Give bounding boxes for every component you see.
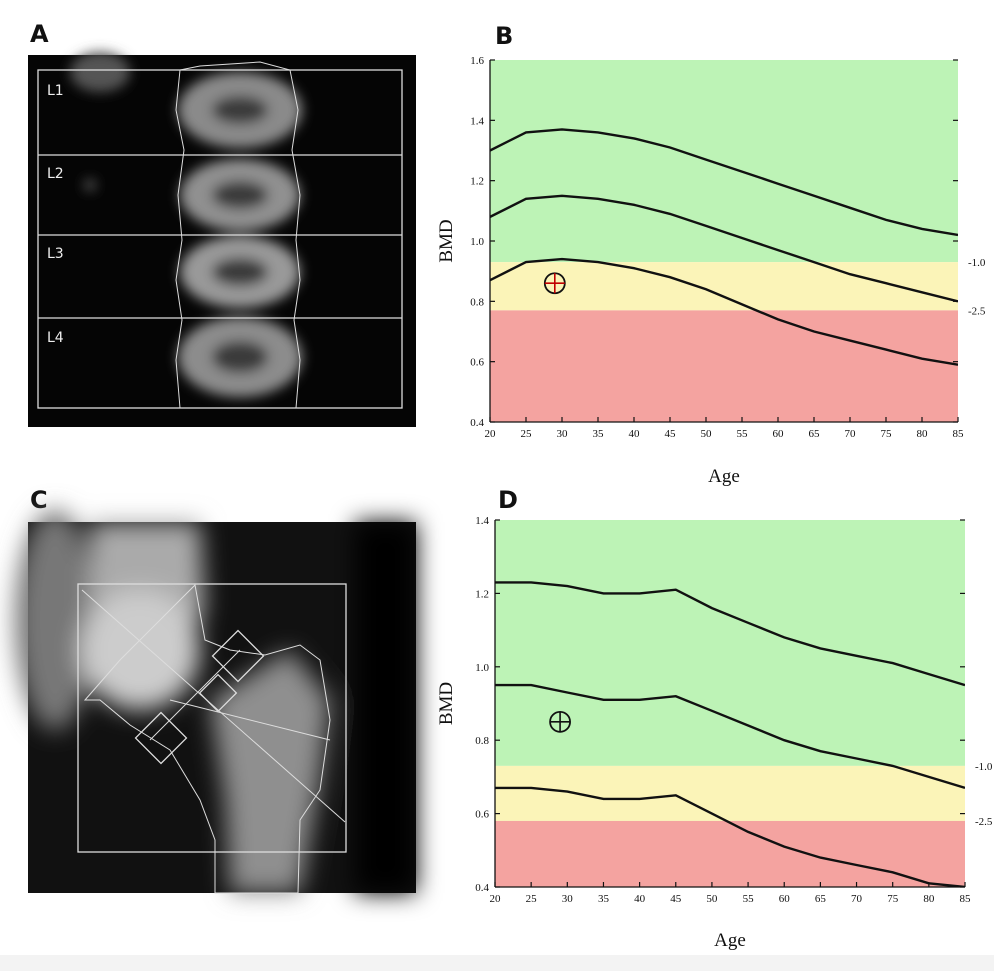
region-label: L4	[47, 330, 64, 346]
x-axis-title: Age	[708, 466, 740, 487]
y-tick-label: 1.4	[475, 515, 489, 527]
hip-scan	[15, 510, 416, 893]
y-axis-title: BMD	[436, 219, 457, 262]
x-tick-label: 35	[598, 893, 610, 905]
x-tick-label: 30	[562, 893, 574, 905]
spine-scan	[28, 52, 416, 427]
x-tick-label: 80	[923, 893, 935, 905]
threshold-label: -2.5	[975, 816, 993, 828]
y-tick-label: 0.6	[475, 809, 489, 821]
x-tick-label: 65	[809, 428, 821, 440]
region-label: L2	[47, 166, 64, 182]
threshold-label: -1.0	[968, 257, 986, 269]
x-tick-label: 55	[743, 893, 755, 905]
band-osteopenia	[495, 766, 965, 821]
x-tick-label: 40	[629, 428, 641, 440]
page: {"images": [ {"label": "A", "regions": […	[0, 0, 994, 971]
threshold-label: -2.5	[968, 305, 986, 317]
panel-letter: D	[498, 486, 518, 514]
region-label: L3	[47, 246, 64, 262]
y-axis-title: BMD	[436, 682, 457, 725]
x-tick-label: 60	[779, 893, 791, 905]
panel-letter: A	[30, 20, 49, 48]
x-tick-label: 70	[845, 428, 857, 440]
panel-letter: B	[495, 22, 513, 50]
band-normal	[495, 520, 965, 766]
footer-strip	[0, 955, 994, 971]
x-tick-label: 35	[593, 428, 605, 440]
y-tick-label: 1.2	[475, 588, 489, 600]
x-tick-label: 85	[960, 893, 972, 905]
y-tick-label: 0.8	[470, 296, 484, 308]
y-tick-label: 1.6	[470, 55, 484, 67]
x-tick-label: 75	[881, 428, 893, 440]
patient-point	[550, 712, 570, 732]
patient-point	[545, 273, 565, 293]
y-tick-label: 0.4	[470, 417, 484, 429]
x-tick-label: 50	[701, 428, 713, 440]
plot-area	[495, 520, 965, 887]
x-tick-label: 80	[917, 428, 929, 440]
y-tick-label: 1.4	[470, 115, 484, 127]
plot-area	[490, 60, 958, 422]
x-tick-label: 20	[490, 893, 502, 905]
x-tick-label: 45	[665, 428, 677, 440]
x-tick-label: 25	[521, 428, 533, 440]
threshold-label: -1.0	[975, 761, 993, 773]
y-tick-label: 1.0	[470, 236, 484, 248]
x-tick-label: 30	[557, 428, 569, 440]
figure: A L1 L2 L3 L4 C	[0, 0, 994, 971]
y-tick-label: 1.2	[470, 176, 484, 188]
band-osteopenia	[490, 262, 958, 310]
x-tick-label: 75	[887, 893, 899, 905]
x-tick-label: 65	[815, 893, 827, 905]
y-tick-label: 0.4	[475, 882, 489, 894]
y-tick-label: 0.8	[475, 735, 489, 747]
x-tick-label: 60	[773, 428, 785, 440]
y-tick-label: 1.0	[475, 662, 489, 674]
x-tick-label: 85	[953, 428, 965, 440]
x-tick-label: 40	[634, 893, 646, 905]
panel-letter: C	[30, 486, 48, 514]
y-tick-label: 0.6	[470, 357, 484, 369]
x-tick-label: 55	[737, 428, 749, 440]
x-axis-title: Age	[714, 930, 746, 951]
band-osteoporosis	[490, 310, 958, 422]
band-osteoporosis	[495, 821, 965, 887]
x-tick-label: 45	[670, 893, 682, 905]
region-label: L1	[47, 83, 64, 99]
x-tick-label: 20	[485, 428, 497, 440]
x-tick-label: 70	[851, 893, 863, 905]
x-tick-label: 25	[526, 893, 538, 905]
x-tick-label: 50	[706, 893, 718, 905]
